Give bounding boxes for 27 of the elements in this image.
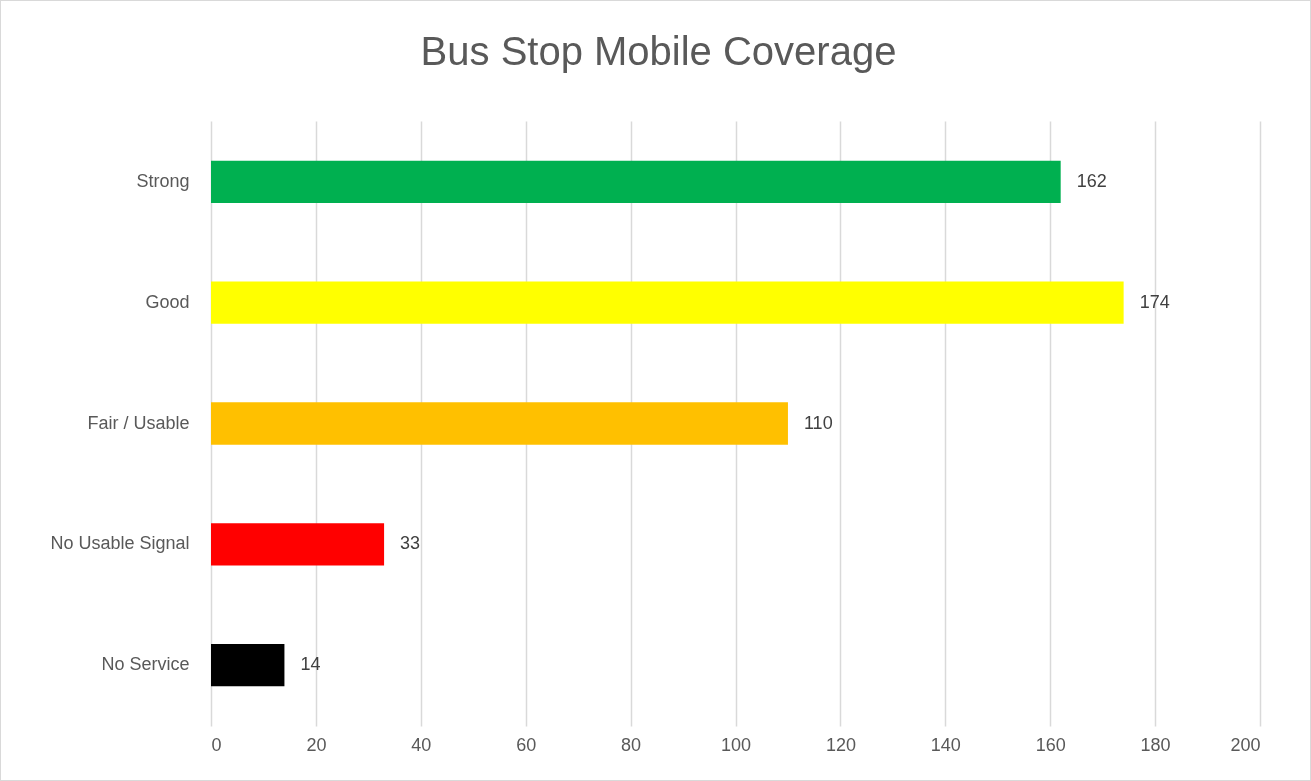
y-tick-label: No Service: [101, 654, 190, 675]
data-label: 174: [1139, 291, 1170, 312]
x-tick-label: 40: [411, 734, 432, 755]
data-label: 110: [803, 412, 833, 433]
x-tick-label: 200: [1230, 734, 1261, 755]
bar: [211, 281, 1124, 324]
x-tick-label: 120: [825, 734, 856, 755]
y-tick-label: Strong: [136, 170, 190, 191]
x-tick-label: 160: [1035, 734, 1066, 755]
y-tick-label: Fair / Usable: [87, 412, 190, 433]
x-tick-label: 60: [516, 734, 537, 755]
x-tick-label: 100: [720, 734, 752, 755]
bar: [211, 643, 285, 687]
x-tick-label: 80: [621, 734, 642, 755]
x-tick-label: 0: [211, 734, 222, 755]
x-tick-label: 140: [930, 734, 961, 755]
bar: [211, 402, 788, 445]
y-tick-label: Good: [145, 291, 190, 312]
x-tick-label: 180: [1140, 734, 1171, 755]
y-tick-label: No Usable Signal: [50, 533, 190, 554]
chart-title: Bus Stop Mobile Coverage: [420, 29, 897, 73]
x-tick-label: 20: [306, 734, 327, 755]
bar: [211, 160, 1061, 204]
data-label: 14: [300, 654, 321, 675]
bar: [211, 523, 385, 566]
data-label: 33: [400, 533, 421, 554]
data-label: 162: [1076, 170, 1107, 191]
